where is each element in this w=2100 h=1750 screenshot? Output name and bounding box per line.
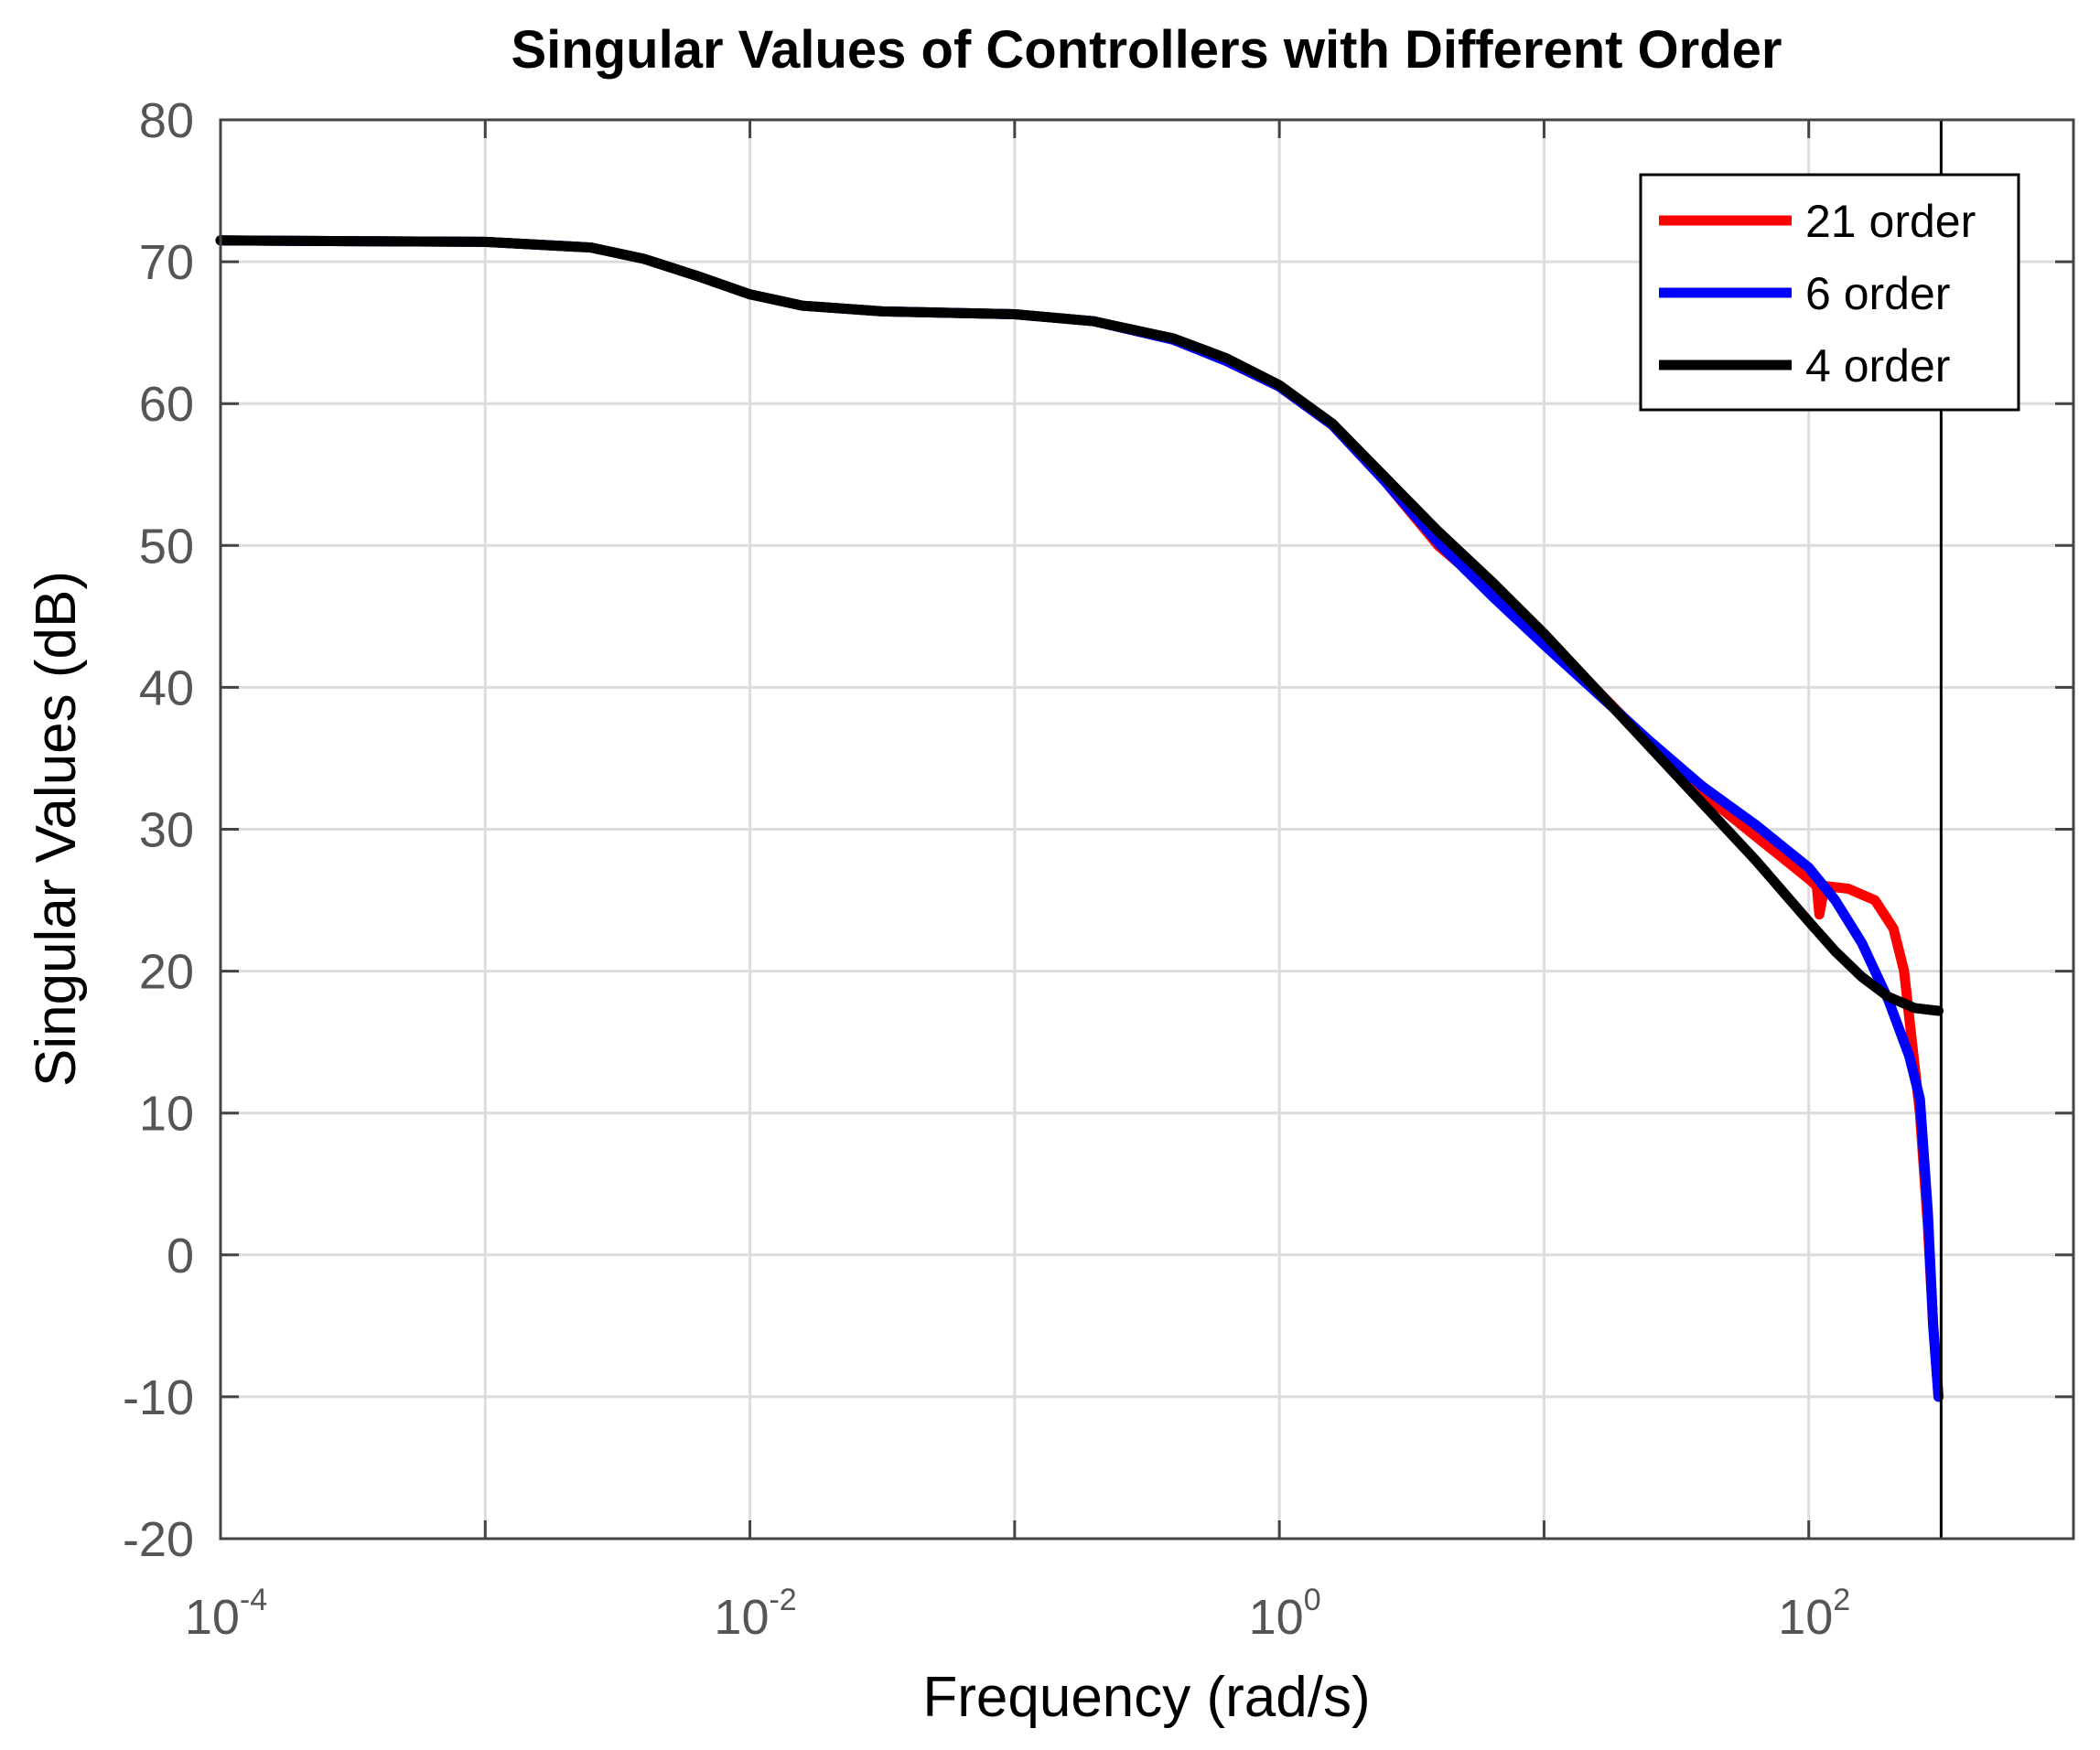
chart-title: Singular Values of Controllers with Diff… <box>512 20 1782 80</box>
legend-label-21-order: 21 order <box>1805 196 1976 247</box>
x-axis-label: Frequency (rad/s) <box>922 1666 1370 1729</box>
x-axis-ticks: 10-4 10-2 100 102 <box>185 120 2075 1645</box>
x-tick-label: 100 <box>1249 1583 1321 1645</box>
legend-label-4-order: 4 order <box>1805 340 1950 392</box>
y-tick-label: 50 <box>139 519 194 574</box>
x-tick-label-base: 10 <box>1249 1590 1304 1645</box>
series-line-4-order <box>215 235 1944 1016</box>
x-tick-label-exponent: 2 <box>1833 1583 1850 1617</box>
y-tick-label: 70 <box>139 235 194 290</box>
x-tick-label: 102 <box>1778 1583 1850 1645</box>
x-tick-label-base: 10 <box>1778 1590 1833 1645</box>
y-tick-label: 30 <box>139 803 194 858</box>
y-tick-label: -20 <box>123 1512 194 1567</box>
y-axis-label: Singular Values (dB) <box>25 571 88 1087</box>
series-lines <box>215 235 1944 1402</box>
y-tick-label: 10 <box>139 1087 194 1142</box>
x-tick-label-exponent: 0 <box>1304 1583 1321 1617</box>
y-tick-label: -10 <box>123 1370 194 1425</box>
axes-box <box>219 118 2075 1541</box>
x-tick-label-base: 10 <box>185 1590 240 1645</box>
y-tick-label: 20 <box>139 945 194 1000</box>
legend-label-6-order: 6 order <box>1805 268 1950 319</box>
y-tick-label: 80 <box>139 93 194 148</box>
x-tick-label-exponent: -4 <box>240 1583 267 1617</box>
legend: 21 order 6 order 4 order <box>1639 173 2020 412</box>
x-tick-label-base: 10 <box>714 1590 769 1645</box>
y-tick-label: 40 <box>139 660 194 715</box>
x-tick-label: 10-4 <box>185 1583 267 1645</box>
y-tick-label: 60 <box>139 377 194 432</box>
x-tick-label-exponent: -2 <box>769 1583 796 1617</box>
y-tick-label: 0 <box>167 1229 194 1283</box>
x-tick-label: 10-2 <box>714 1583 796 1645</box>
